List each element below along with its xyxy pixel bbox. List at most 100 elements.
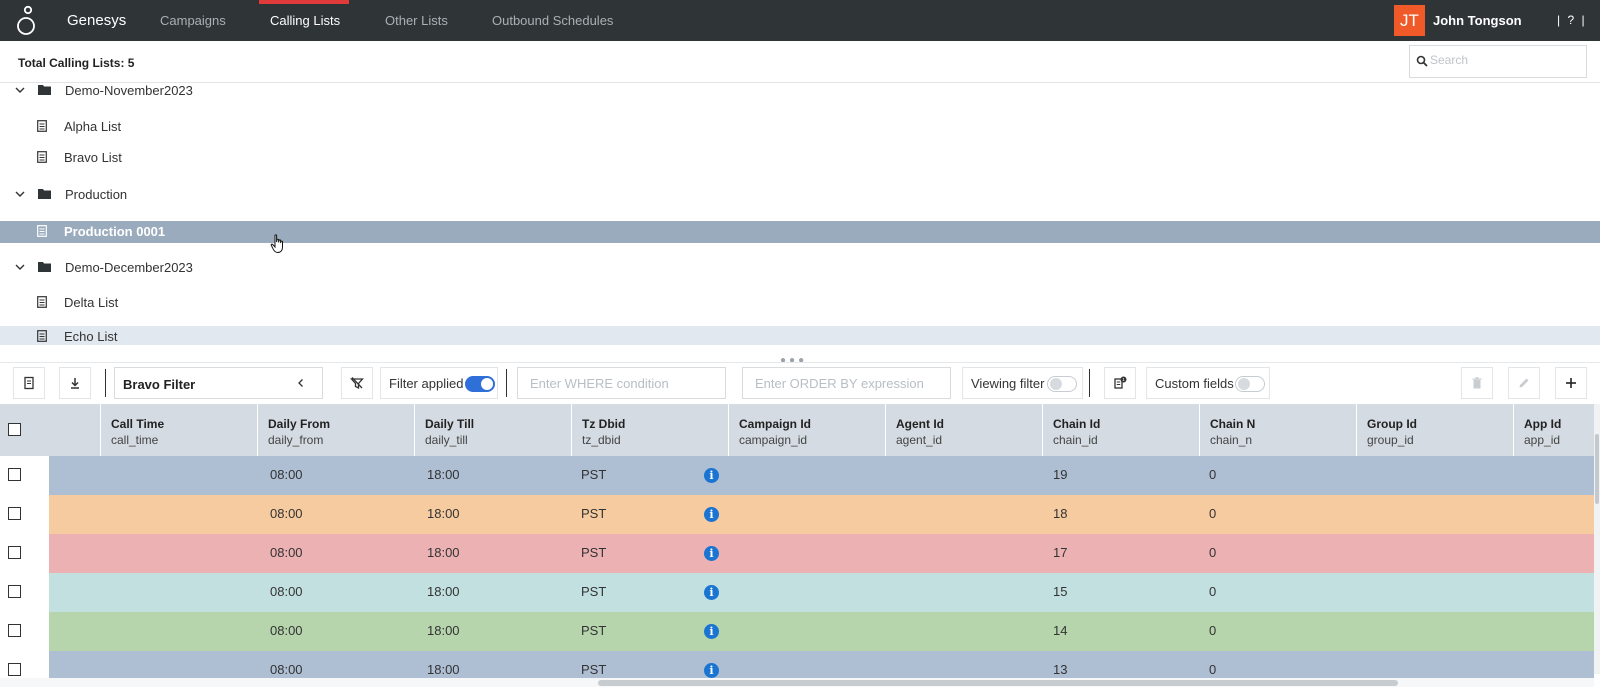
chevron-down-icon[interactable] [14,188,26,200]
column-header-chain-id[interactable]: Chain Id chain_id [1042,404,1199,456]
column-title: Daily From [268,417,331,431]
help-menu[interactable]: | ? | [1557,13,1587,27]
info-icon[interactable]: i [704,546,719,561]
viewing-filter-toggle[interactable] [1047,376,1077,392]
table-row[interactable]: 08:00 18:00 PST 13 0 i [0,651,1594,678]
edit-button[interactable] [1508,367,1540,399]
user-avatar[interactable]: JT [1394,5,1425,36]
table-row[interactable]: 08:00 18:00 PST 18 0 i [0,495,1594,534]
cell-chain-id: 17 [1053,545,1068,560]
column-title: Campaign Id [739,417,812,431]
column-title: Group Id [1367,417,1417,431]
filter-off-icon [350,377,364,390]
tree-item-production-0001[interactable]: Production 0001 [0,221,1600,243]
download-button[interactable] [59,367,91,399]
cell-chain-n: 0 [1209,506,1217,521]
delete-button[interactable] [1461,367,1493,399]
column-header-daily-till[interactable]: Daily Till daily_till [414,404,571,456]
panel-splitter-handle[interactable]: ●●● [780,355,808,366]
scrollbar-thumb[interactable] [598,680,1398,686]
table-row[interactable]: 08:00 18:00 PST 14 0 i [0,612,1594,651]
tab-outbound-schedules[interactable]: Outbound Schedules [492,13,614,28]
row-checkbox[interactable] [8,468,21,481]
order-by-input[interactable] [755,376,935,391]
table-row[interactable]: 08:00 18:00 PST 17 0 i [0,534,1594,573]
list-document-icon [37,296,47,308]
filter-applied-control[interactable]: Filter applied [380,367,498,399]
row-checkbox[interactable] [8,507,21,520]
search-input[interactable] [1430,53,1580,67]
toolbar-divider [105,369,106,397]
filter-applied-toggle[interactable] [465,376,495,392]
row-checkbox[interactable] [8,546,21,559]
column-header-campaign-id[interactable]: Campaign Id campaign_id [728,404,885,456]
chevron-down-icon[interactable] [14,84,26,96]
tree-folder-demo-november2023[interactable]: Demo-November2023 [0,83,1600,102]
column-header-daily-from[interactable]: Daily From daily_from [257,404,414,456]
info-icon[interactable]: i [704,663,719,678]
cell-daily-till: 18:00 [427,623,460,638]
column-header-group-id[interactable]: Group Id group_id [1356,404,1513,456]
custom-fields-control[interactable]: Custom fields [1146,367,1270,399]
info-icon[interactable]: i [704,468,719,483]
table-row[interactable]: 08:00 18:00 PST 19 0 i [0,456,1594,495]
tab-campaigns[interactable]: Campaigns [160,13,226,28]
search-icon [1416,55,1428,67]
column-field: tz_dbid [582,433,621,447]
cell-tz-dbid: PST [581,662,607,677]
info-icon[interactable]: i [704,624,719,639]
search-box[interactable] [1409,45,1587,78]
table-row[interactable]: 08:00 18:00 PST 15 0 i [0,573,1594,612]
tree-item-echo-list[interactable]: Echo List [0,326,1600,345]
user-name[interactable]: John Tongson [1433,13,1522,28]
custom-fields-toggle[interactable] [1235,376,1265,392]
scrollbar-thumb[interactable] [1595,434,1599,504]
vertical-scrollbar[interactable] [1594,404,1600,674]
where-condition-input[interactable] [530,376,710,391]
column-header-call-time[interactable]: Call Time call_time [100,404,257,456]
chevron-down-icon[interactable] [14,261,26,273]
plus-icon [1566,378,1576,388]
tab-other-lists[interactable]: Other Lists [385,13,448,28]
cell-tz-dbid: PST [581,623,607,638]
tree-item-bravo-list[interactable]: Bravo List [0,147,1600,169]
row-checkbox[interactable] [8,663,21,676]
column-header-app-id[interactable]: App Id app_id [1513,404,1594,456]
tab-calling-lists[interactable]: Calling Lists [270,13,341,28]
column-header-tz-dbid[interactable]: Tz Dbid tz_dbid [571,404,728,456]
viewing-filter-control[interactable]: Viewing filter [962,367,1083,399]
row-checkbox[interactable] [8,624,21,637]
add-record-button[interactable] [1555,367,1587,399]
list-details-button[interactable] [13,367,45,399]
column-field: chain_n [1210,433,1253,447]
row-select-cell [0,651,49,678]
grid-toolbar: Bravo Filter Filter applied Viewing filt… [0,362,1600,404]
row-select-cell [0,573,49,612]
column-header-chain-n[interactable]: Chain N chain_n [1199,404,1356,456]
select-all-checkbox[interactable] [8,423,21,436]
cell-chain-n: 0 [1209,467,1217,482]
cell-daily-till: 18:00 [427,584,460,599]
filter-select[interactable]: Bravo Filter [114,367,323,399]
info-icon[interactable]: i [704,585,719,600]
where-condition-field[interactable] [517,367,726,399]
tree-item-alpha-list[interactable]: Alpha List [0,116,1600,138]
column-field: daily_till [425,433,468,447]
pencil-icon [1519,378,1529,388]
column-header-agent-id[interactable]: Agent Id agent_id [885,404,1042,456]
list-document-icon [37,225,47,237]
cell-chain-id: 14 [1053,623,1068,638]
row-checkbox[interactable] [8,585,21,598]
tree-folder-production[interactable]: Production [0,184,1600,206]
total-calling-lists: Total Calling Lists: 5 [18,56,135,70]
order-by-field[interactable] [742,367,951,399]
tree-folder-demo-december2023[interactable]: Demo-December2023 [0,257,1600,279]
cell-chain-id: 19 [1053,467,1068,482]
info-icon[interactable]: i [704,507,719,522]
clear-filter-button[interactable] [341,367,373,399]
column-title: Chain N [1210,417,1256,431]
row-select-cell [0,612,49,651]
horizontal-scrollbar[interactable] [0,678,1594,687]
tree-item-delta-list[interactable]: Delta List [0,292,1600,314]
notifications-button[interactable]: 1 [1104,367,1136,399]
